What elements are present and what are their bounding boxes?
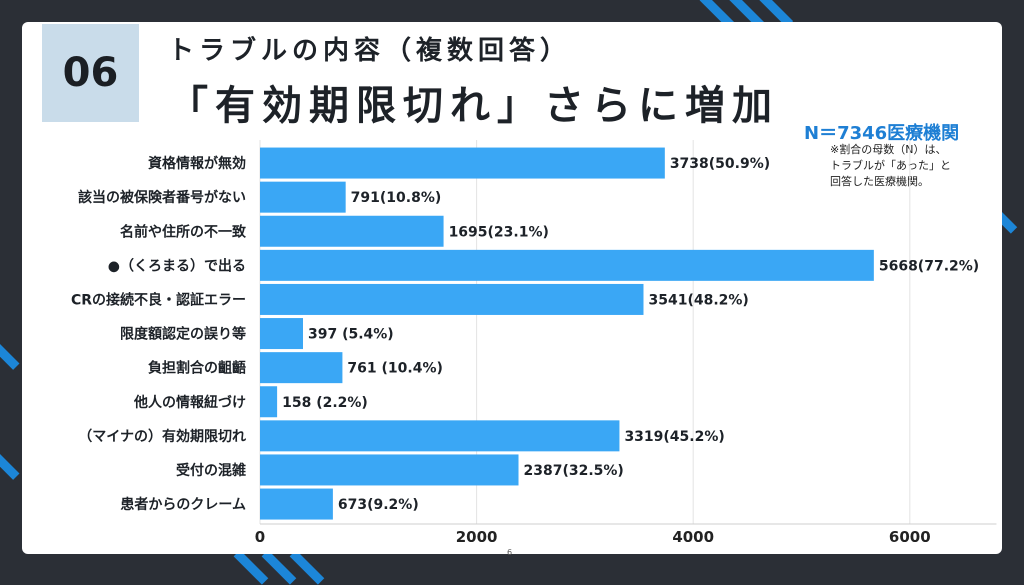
- bar: [260, 352, 343, 384]
- value-label: 2387(32.5%): [524, 463, 624, 479]
- label-layer: 資格情報が無効 3738(50.9%) 該当の被保険者番号がない 791(10.8%)…: [71, 155, 979, 513]
- sample-size-note: ※割合の母数（N）は、 トラブルが「あった」と 回答した医療機関。: [830, 143, 951, 188]
- value-label: 673(9.2%): [338, 497, 419, 513]
- tick-layer: 0 2000 4000 6000: [255, 528, 931, 546]
- category-label: 他人の情報紐づけ: [133, 394, 246, 411]
- bar: [260, 488, 333, 520]
- x-tick-label: 6000: [889, 528, 931, 546]
- value-label: 761 (10.4%): [347, 361, 442, 377]
- bar: [260, 420, 620, 452]
- value-label: 397 (5.4%): [308, 327, 394, 343]
- sample-size-label: N＝7346医療機関: [804, 123, 960, 144]
- bar: [260, 181, 346, 213]
- bar: [260, 283, 644, 315]
- bar: [260, 386, 278, 418]
- category-label: 患者からのクレーム: [120, 496, 246, 513]
- decor-stripe: [0, 448, 20, 480]
- bar: [260, 215, 444, 247]
- category-label: 限度額認定の誤り等: [120, 326, 246, 343]
- category-label: （マイナの）有効期限切れ: [78, 428, 246, 445]
- value-label: 3541(48.2%): [648, 292, 748, 308]
- x-tick-label: 2000: [456, 528, 498, 546]
- slide-number: 06: [62, 50, 119, 96]
- x-tick-label: 0: [255, 528, 265, 546]
- page-number: 6: [507, 548, 513, 557]
- category-label: 該当の被保険者番号がない: [78, 189, 246, 206]
- bar: [260, 249, 874, 281]
- slide-title-line2: 「有効期限切れ」さらに増加: [168, 83, 779, 129]
- bar-chart: 資格情報が無効 3738(50.9%) 該当の被保険者番号がない 791(10.8%)…: [71, 140, 997, 546]
- decor-stripe: [0, 338, 20, 370]
- category-label: 受付の混雑: [176, 462, 246, 479]
- category-label: ●（くろまる）で出る: [108, 257, 246, 274]
- bar-layer: [260, 147, 874, 520]
- slide-card: 06 トラブルの内容（複数回答） 「有効期限切れ」さらに増加 N＝7346医療機…: [22, 22, 1002, 557]
- value-label: 158 (2.2%): [282, 395, 368, 411]
- value-label: 1695(23.1%): [449, 224, 549, 240]
- slide-number-box: 06: [42, 24, 139, 122]
- bar: [260, 318, 303, 350]
- value-label: 3319(45.2%): [624, 429, 724, 445]
- category-label: 負担割合の齟齬: [148, 360, 246, 377]
- slide-title-line1: トラブルの内容（複数回答）: [168, 36, 572, 66]
- value-label: 791(10.8%): [351, 190, 442, 206]
- x-tick-label: 4000: [672, 528, 714, 546]
- value-label: 3738(50.9%): [670, 156, 770, 172]
- category-label: 資格情報が無効: [148, 155, 246, 172]
- category-label: 名前や住所の不一致: [120, 223, 247, 240]
- bar: [260, 454, 519, 486]
- bar: [260, 147, 665, 179]
- value-label: 5668(77.2%): [879, 258, 979, 274]
- category-label: CRの接続不良・認証エラー: [71, 291, 246, 308]
